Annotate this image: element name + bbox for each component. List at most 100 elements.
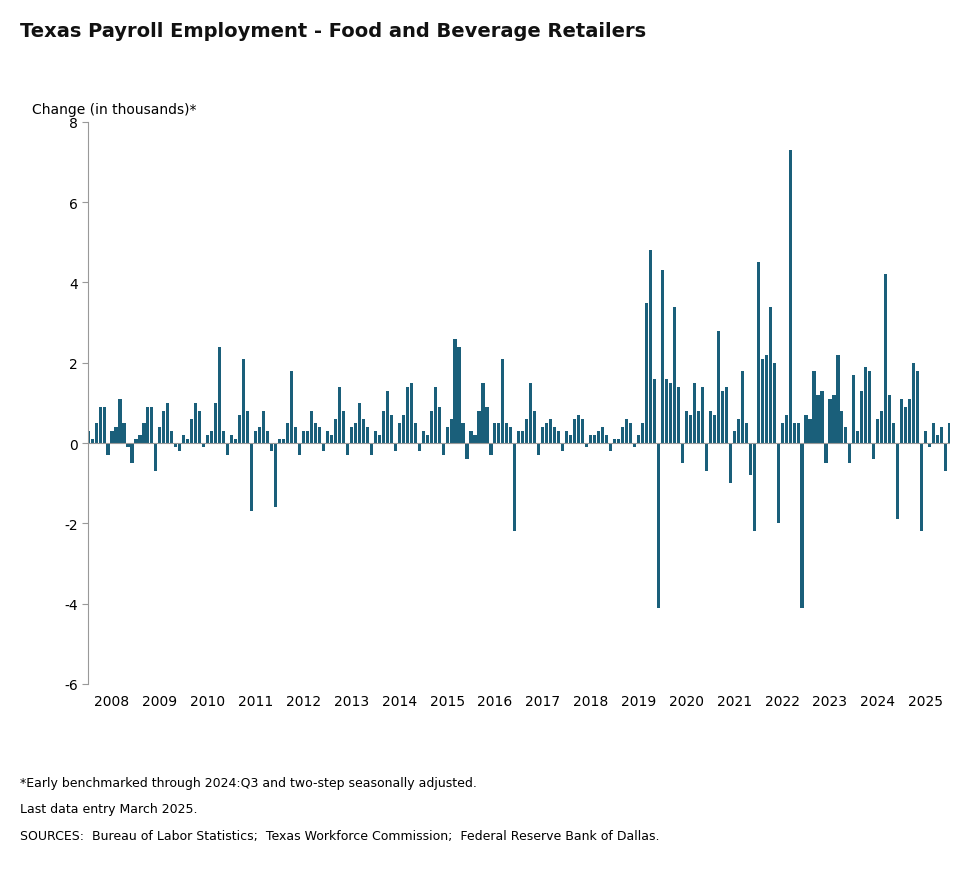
Bar <box>752 444 755 531</box>
Bar <box>405 388 409 444</box>
Bar <box>78 444 81 460</box>
Bar <box>852 375 855 444</box>
Bar <box>282 439 285 444</box>
Bar <box>812 371 815 444</box>
Bar <box>378 436 380 444</box>
Bar <box>111 431 113 444</box>
Bar <box>493 424 496 444</box>
Bar <box>473 436 476 444</box>
Bar <box>322 444 325 452</box>
Bar <box>289 371 292 444</box>
Bar <box>732 431 735 444</box>
Bar <box>266 431 269 444</box>
Bar <box>477 411 480 444</box>
Bar <box>341 411 344 444</box>
Bar <box>956 399 958 444</box>
Bar <box>485 408 488 444</box>
Bar <box>776 444 778 524</box>
Bar <box>74 436 77 444</box>
Bar <box>497 424 500 444</box>
Bar <box>286 424 289 444</box>
Bar <box>99 408 102 444</box>
Bar <box>549 419 552 444</box>
Bar <box>385 391 388 444</box>
Bar <box>883 275 886 444</box>
Bar <box>787 151 791 444</box>
Bar <box>856 431 859 444</box>
Bar <box>297 444 301 455</box>
Bar <box>433 388 436 444</box>
Bar <box>126 444 129 447</box>
Bar <box>931 424 934 444</box>
Bar <box>397 424 400 444</box>
Bar <box>118 399 121 444</box>
Bar <box>262 411 265 444</box>
Bar <box>326 431 329 444</box>
Bar <box>389 416 392 444</box>
Bar <box>520 431 524 444</box>
Bar <box>226 444 229 455</box>
Bar <box>637 436 640 444</box>
Bar <box>735 419 739 444</box>
Bar <box>258 427 261 444</box>
Bar <box>760 360 763 444</box>
Bar <box>764 355 767 444</box>
Bar <box>330 436 333 444</box>
Bar <box>875 419 878 444</box>
Bar <box>848 444 851 464</box>
Bar <box>835 355 839 444</box>
Bar <box>461 424 465 444</box>
Bar <box>437 408 440 444</box>
Bar <box>843 427 847 444</box>
Bar <box>218 347 221 444</box>
Bar <box>624 419 628 444</box>
Bar <box>804 416 807 444</box>
Bar <box>445 427 448 444</box>
Bar <box>676 388 680 444</box>
Bar <box>943 444 947 472</box>
Bar <box>422 431 424 444</box>
Bar <box>816 396 819 444</box>
Bar <box>142 424 146 444</box>
Bar <box>122 424 125 444</box>
Bar <box>409 383 413 444</box>
Bar <box>600 427 603 444</box>
Bar <box>469 431 472 444</box>
Bar <box>162 411 165 444</box>
Bar <box>238 416 241 444</box>
Bar <box>724 388 727 444</box>
Bar <box>107 444 110 455</box>
Bar <box>186 439 189 444</box>
Bar <box>887 396 890 444</box>
Bar <box>720 391 723 444</box>
Bar <box>827 399 830 444</box>
Bar <box>915 371 918 444</box>
Bar <box>704 444 707 472</box>
Bar <box>401 416 404 444</box>
Bar <box>198 411 201 444</box>
Bar <box>509 427 511 444</box>
Bar <box>86 431 90 444</box>
Bar <box>314 424 317 444</box>
Bar <box>374 431 377 444</box>
Bar <box>748 444 751 475</box>
Bar <box>103 408 106 444</box>
Bar <box>210 431 213 444</box>
Bar <box>541 427 544 444</box>
Bar <box>728 444 732 483</box>
Bar <box>393 444 396 452</box>
Bar <box>182 436 185 444</box>
Bar <box>839 411 843 444</box>
Bar <box>274 444 277 508</box>
Bar <box>545 424 548 444</box>
Bar <box>800 444 803 608</box>
Bar <box>900 399 903 444</box>
Bar <box>90 439 94 444</box>
Bar <box>620 427 624 444</box>
Bar <box>895 444 899 520</box>
Bar <box>779 424 782 444</box>
Bar <box>860 391 863 444</box>
Bar <box>310 411 313 444</box>
Bar <box>628 424 632 444</box>
Bar <box>564 431 567 444</box>
